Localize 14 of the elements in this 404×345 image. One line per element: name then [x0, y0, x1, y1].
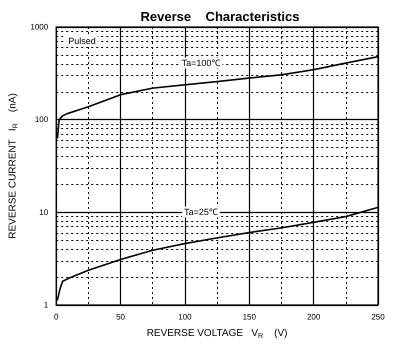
- y-tick-label: 100: [34, 115, 49, 124]
- y-tick-label: 1: [44, 300, 49, 310]
- x-tick-label: 200: [306, 312, 321, 322]
- y-tick-label: 10: [39, 208, 49, 217]
- x-tick-label: 0: [54, 312, 59, 322]
- x-tick-label: 100: [178, 312, 192, 322]
- x-tick-label: 250: [371, 312, 386, 322]
- x-tick-label: 50: [116, 312, 126, 322]
- annotation: Ta=25℃: [184, 207, 218, 217]
- annotation: Pulsed: [68, 36, 96, 46]
- y-tick-label: 1000: [30, 22, 49, 32]
- annotation: Ta=100℃: [182, 58, 220, 68]
- x-tick-label: 150: [242, 312, 256, 322]
- chart-title: Reverse Characteristics: [140, 9, 300, 24]
